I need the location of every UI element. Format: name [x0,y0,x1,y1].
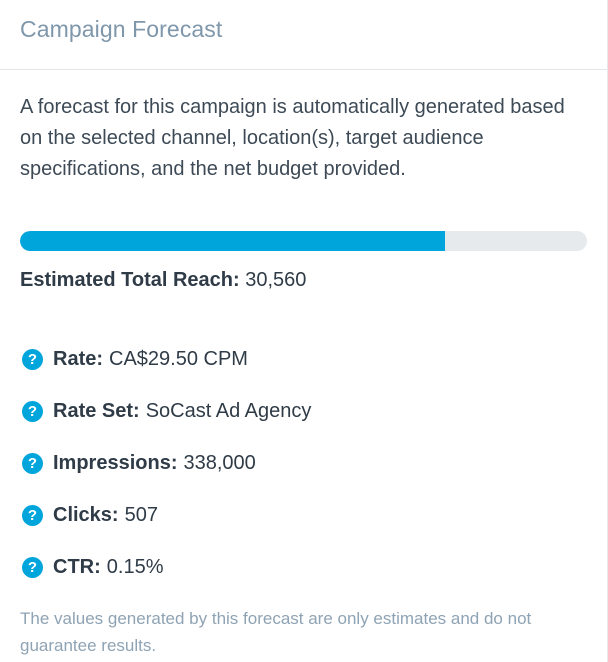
metric-value: 338,000 [183,451,256,474]
metric-impressions: ? Impressions: 338,000 [20,437,587,489]
reach-value: 30,560 [245,269,307,291]
help-icon[interactable]: ? [22,348,43,370]
metric-rate: ? Rate: CA$29.50 CPM [20,333,587,385]
metric-ctr: ? CTR: 0.15% [20,541,587,593]
panel-title: Campaign Forecast [20,16,223,42]
metric-value: CA$29.50 CPM [109,347,248,370]
metric-value: 0.15% [106,555,164,578]
reach-label: Estimated Total Reach: [20,269,240,291]
help-icon[interactable]: ? [22,504,43,526]
help-icon[interactable]: ? [22,452,43,474]
metric-label: Rate Set: [53,399,140,422]
help-icon[interactable]: ? [22,556,43,578]
forecast-description: A forecast for this campaign is automati… [20,96,565,180]
reach-progress-bar [20,231,587,251]
panel-body: A forecast for this campaign is automati… [0,70,607,659]
estimated-total-reach: Estimated Total Reach: 30,560 [20,269,587,292]
metric-label: Impressions: [53,451,178,474]
forecast-metrics: ? Rate: CA$29.50 CPM ? Rate Set: SoCast … [20,333,587,593]
metric-value: 507 [124,503,158,526]
metric-value: SoCast Ad Agency [145,399,312,422]
forecast-disclaimer: The values generated by this forecast ar… [20,609,532,655]
help-icon[interactable]: ? [22,400,43,422]
metric-rate-set: ? Rate Set: SoCast Ad Agency [20,385,587,437]
metric-label: Rate: [53,347,104,370]
reach-progress-fill [20,231,446,251]
metric-label: CTR: [53,555,101,578]
metric-label: Clicks: [53,503,119,526]
panel-header: Campaign Forecast [0,0,607,70]
metric-clicks: ? Clicks: 507 [20,489,587,541]
